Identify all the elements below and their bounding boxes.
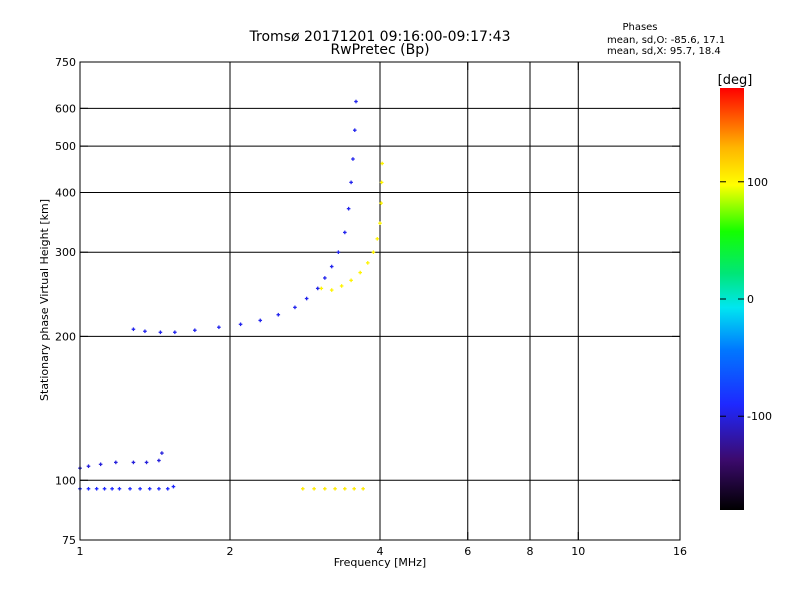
- colorbar-tick-label: 100: [747, 176, 768, 189]
- data-point: [343, 230, 347, 235]
- data-point: [329, 264, 334, 269]
- data-point: [315, 286, 320, 291]
- data-point: [365, 261, 370, 265]
- data-point: [346, 206, 351, 211]
- data-point: [173, 330, 177, 335]
- chart-title: Tromsø 20171201 09:16:00-09:17:43: [249, 29, 511, 45]
- data-point: [336, 250, 341, 255]
- data-point: [94, 486, 99, 491]
- data-point: [98, 462, 103, 467]
- y-tick-label: 750: [55, 56, 76, 69]
- data-point: [131, 327, 136, 332]
- data-point: [375, 237, 380, 241]
- data-point: [358, 270, 362, 275]
- phase-stats-x: mean, sd,X: 95.7, 18.4: [607, 46, 721, 57]
- data-point: [158, 330, 163, 335]
- data-point: [165, 486, 170, 491]
- y-tick-label: 100: [55, 474, 76, 487]
- data-point: [361, 486, 365, 491]
- data-point: [351, 157, 355, 161]
- data-point: [147, 486, 152, 491]
- x-axis-ticks: 1 2 4 6 8 10 16: [77, 62, 687, 558]
- y-tick-label: 300: [55, 246, 76, 259]
- y-tick-label: 200: [55, 330, 76, 343]
- data-point: [114, 460, 118, 465]
- x-tick-label: 16: [673, 545, 687, 558]
- data-point: [352, 128, 357, 132]
- x-tick-label: 4: [377, 545, 384, 558]
- data-point: [379, 180, 384, 185]
- data-point: [352, 486, 356, 491]
- data-point: [128, 486, 132, 491]
- x-tick-label: 6: [464, 545, 471, 558]
- data-point: [301, 486, 305, 491]
- y-tick-label: 600: [55, 102, 76, 115]
- data-point: [131, 460, 136, 465]
- data-point: [304, 296, 309, 301]
- data-point: [143, 329, 147, 334]
- grid-lines: [80, 62, 680, 540]
- colorbar-ticks: 100 0 -100: [720, 176, 772, 423]
- data-point: [329, 288, 334, 292]
- colorbar-label: [deg]: [718, 73, 753, 88]
- data-point: [276, 312, 281, 317]
- data-point: [217, 325, 221, 330]
- x-tick-label: 8: [527, 545, 534, 558]
- data-point: [138, 486, 142, 491]
- data-point: [157, 458, 161, 463]
- data-point: [323, 276, 327, 280]
- colorbar-tick-label: 0: [747, 293, 754, 306]
- data-point: [110, 486, 114, 491]
- data-point: [258, 318, 263, 323]
- y-axis-label: Stationary phase Virtual Height [km]: [38, 199, 51, 401]
- data-point: [238, 322, 243, 327]
- data-point: [333, 486, 337, 491]
- data-point: [160, 451, 164, 455]
- data-point: [102, 486, 107, 491]
- data-point: [349, 180, 353, 185]
- data-point: [171, 484, 176, 489]
- data-point: [86, 464, 91, 469]
- data-point: [371, 250, 376, 255]
- x-axis-label: Frequency [MHz]: [334, 556, 426, 569]
- data-point: [319, 286, 324, 291]
- data-point: [157, 486, 161, 491]
- data-point: [312, 486, 316, 491]
- data-point: [86, 486, 91, 491]
- colorbar-tick-label: -100: [747, 410, 772, 423]
- data-point: [354, 99, 358, 104]
- data-point: [379, 201, 383, 205]
- data-point: [117, 486, 122, 491]
- chart-subtitle: RwPretec (Bp): [330, 42, 429, 58]
- data-point: [349, 278, 353, 283]
- phase-stats-o: mean, sd,O: -85.6, 17.1: [607, 35, 725, 46]
- y-axis-ticks: 75 100 200 300 400 500 600 750: [55, 56, 680, 547]
- phase-stats-title: Phases: [622, 22, 657, 33]
- data-point: [343, 486, 347, 491]
- data-point: [339, 284, 344, 288]
- x-tick-label: 2: [227, 545, 234, 558]
- x-tick-label: 1: [77, 545, 84, 558]
- data-point: [193, 328, 197, 333]
- data-point: [378, 221, 382, 226]
- data-points: [78, 99, 384, 491]
- y-tick-label: 400: [55, 186, 76, 199]
- data-point: [293, 305, 297, 310]
- data-point: [323, 486, 327, 491]
- y-tick-label: 75: [62, 534, 76, 547]
- data-point: [380, 161, 384, 166]
- x-tick-label: 10: [571, 545, 585, 558]
- y-tick-label: 500: [55, 140, 76, 153]
- data-point: [144, 460, 149, 465]
